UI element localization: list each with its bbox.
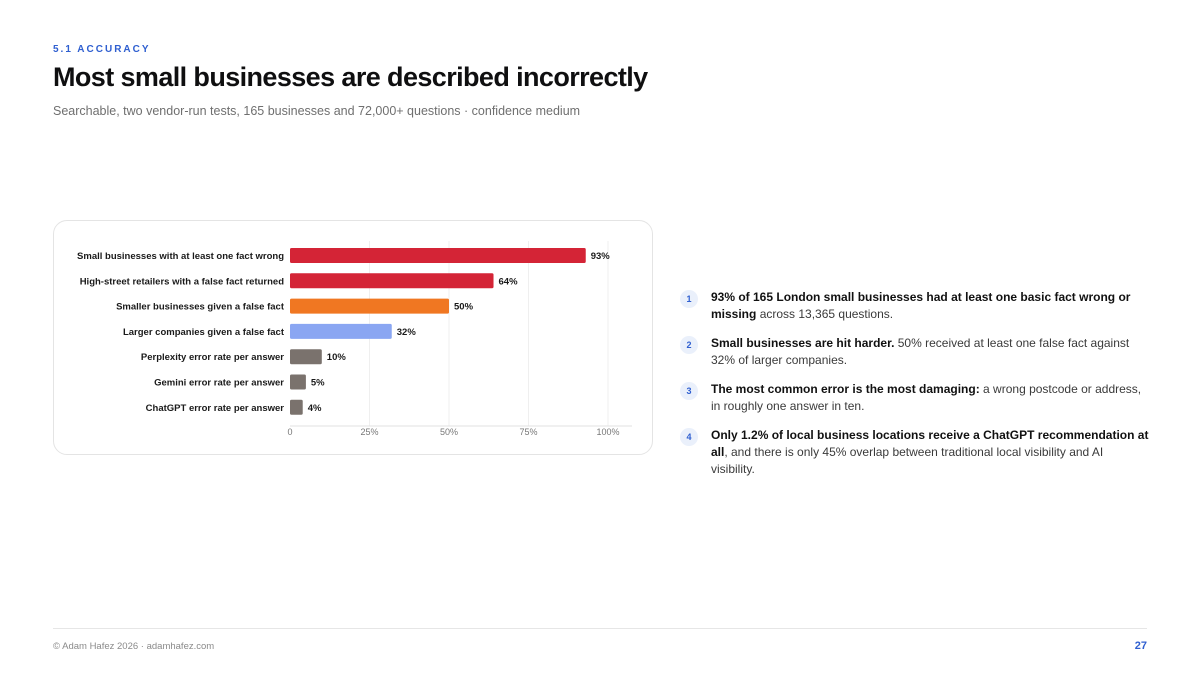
finding-item-1: 1 93% of 165 London small businesses had… xyxy=(680,289,1150,323)
finding-number-badge: 4 xyxy=(680,428,698,446)
value-label-2: 64% xyxy=(499,276,519,287)
page-title: Most small businesses are described inco… xyxy=(53,62,648,92)
bar-1 xyxy=(290,248,586,263)
finding-number-badge: 1 xyxy=(680,290,698,308)
finding-headline: 93% of 165 London small businesses had a… xyxy=(711,290,1131,321)
finding-item-3: 3 The most common error is the most dama… xyxy=(680,381,1150,415)
category-label-4: Larger companies given a false fact xyxy=(123,327,285,338)
finding-detail: , and there is only 45% overlap between … xyxy=(711,445,1104,476)
value-label-1: 93% xyxy=(591,251,611,262)
bar-6 xyxy=(290,374,306,390)
bar-3 xyxy=(290,298,449,314)
key-findings-list: 1 93% of 165 London small businesses had… xyxy=(680,289,1150,490)
bar-chart: Small businesses with at least one fact … xyxy=(77,241,632,437)
page-subtitle: Searchable, two vendor-run tests, 165 bu… xyxy=(53,104,581,118)
value-label-6: 5% xyxy=(311,378,325,389)
x-tick-label-1: 25% xyxy=(360,427,378,437)
footer-credit: © Adam Hafez 2026 · adamhafez.com xyxy=(53,641,215,652)
finding-headline: The most common error is the most damagi… xyxy=(711,382,980,396)
finding-headline: Small businesses are hit harder. xyxy=(711,336,895,350)
category-label-1: Small businesses with at least one fact … xyxy=(77,251,284,262)
category-label-6: Gemini error rate per answer xyxy=(154,378,284,389)
eyebrow-label: 5.1 ACCURACY xyxy=(53,44,151,55)
bar-2 xyxy=(290,273,494,289)
finding-number-badge: 3 xyxy=(680,382,698,400)
finding-item-2: 2 Small businesses are hit harder. 50% r… xyxy=(680,335,1150,369)
page-number: 27 xyxy=(1134,640,1147,652)
value-label-4: 32% xyxy=(397,327,417,338)
bar-5 xyxy=(290,349,322,365)
category-label-2: High-street retailers with a false fact … xyxy=(80,276,285,287)
value-label-7: 4% xyxy=(308,403,322,414)
footer-divider xyxy=(53,628,1147,629)
value-label-3: 50% xyxy=(454,302,474,313)
x-tick-label-4: 100% xyxy=(596,427,619,437)
value-label-5: 10% xyxy=(327,352,347,363)
finding-item-4: 4 Only 1.2% of local business locations … xyxy=(680,427,1150,478)
x-tick-label-2: 50% xyxy=(440,427,458,437)
finding-headline: Only 1.2% of local business locations re… xyxy=(711,428,1149,459)
category-label-7: ChatGPT error rate per answer xyxy=(146,403,285,414)
finding-detail: 50% received at least one false fact aga… xyxy=(711,336,1130,367)
x-tick-label-3: 75% xyxy=(519,427,537,437)
bar-7 xyxy=(290,399,303,415)
bar-4 xyxy=(290,323,392,339)
category-label-3: Smaller businesses given a false fact xyxy=(116,302,285,313)
finding-detail: across 13,365 questions. xyxy=(756,307,894,321)
chart-card: Small businesses with at least one fact … xyxy=(53,220,653,455)
finding-detail: a wrong postcode or address, in roughly … xyxy=(711,382,1142,413)
finding-number-badge: 2 xyxy=(680,336,698,354)
x-tick-label-0: 0 xyxy=(287,427,292,437)
category-label-5: Perplexity error rate per answer xyxy=(141,352,284,363)
